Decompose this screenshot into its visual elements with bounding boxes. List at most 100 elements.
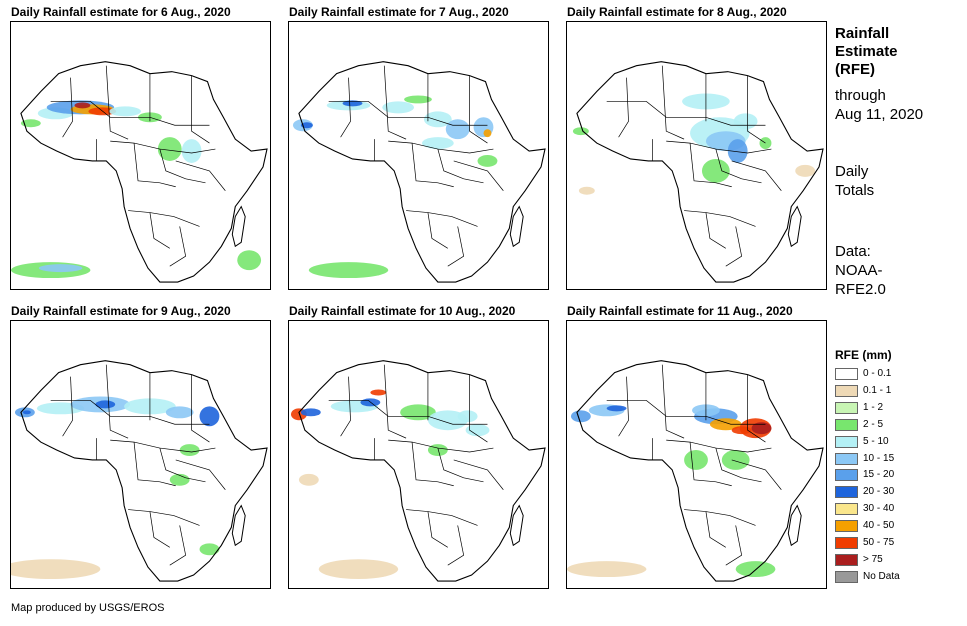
country-border bbox=[169, 226, 187, 267]
legend-title: RFE (mm) bbox=[835, 348, 892, 362]
rainfall-area bbox=[169, 473, 190, 486]
rainfall-area bbox=[342, 100, 363, 107]
rainfall-area bbox=[735, 561, 776, 578]
legend-label: > 75 bbox=[863, 553, 883, 565]
rainfall-area bbox=[179, 444, 200, 456]
country-border bbox=[725, 226, 743, 267]
legend-label: 50 - 75 bbox=[863, 537, 895, 548]
rainfall-area bbox=[570, 410, 591, 423]
country-border bbox=[50, 400, 210, 425]
africa-coastline bbox=[576, 360, 824, 582]
rainfall-area bbox=[709, 418, 742, 431]
rainfall-area bbox=[445, 119, 470, 140]
rainfall-area bbox=[421, 137, 454, 150]
data-source-line3: RFE2.0 bbox=[835, 281, 886, 298]
rainfall-area bbox=[199, 406, 220, 427]
rainfall-area bbox=[199, 543, 220, 556]
country-border bbox=[666, 439, 772, 453]
through-value: Aug 11, 2020 bbox=[835, 106, 924, 123]
country-border bbox=[689, 143, 732, 188]
rainfall-area bbox=[38, 264, 83, 273]
rainfall-area bbox=[721, 450, 750, 470]
legend-swatch bbox=[835, 401, 858, 414]
country-border bbox=[715, 447, 762, 483]
rainfall-area bbox=[457, 410, 478, 423]
rainfall-area bbox=[157, 137, 182, 161]
rainfall-map-aug6 bbox=[10, 21, 271, 290]
data-source-line2: NOAA- bbox=[835, 262, 883, 279]
madagascar-outline bbox=[509, 205, 524, 248]
country-border bbox=[606, 400, 766, 425]
through-date: through Aug 11, 2020 bbox=[835, 86, 923, 124]
country-border bbox=[731, 160, 782, 191]
madagascar-outline bbox=[231, 504, 246, 547]
rainfall-area bbox=[751, 422, 772, 435]
africa-coastline bbox=[20, 360, 268, 582]
legend-swatch bbox=[835, 435, 858, 448]
rainfall-area bbox=[11, 559, 101, 580]
country-border bbox=[684, 509, 756, 526]
legend-swatch bbox=[835, 486, 858, 499]
rainfall-area bbox=[20, 119, 41, 128]
legend-swatch bbox=[835, 384, 858, 397]
country-border bbox=[159, 148, 206, 184]
country-border bbox=[715, 148, 762, 184]
legend-swatch bbox=[835, 452, 858, 465]
rfe-title: Rainfall Estimate (RFE) bbox=[835, 25, 898, 79]
country-border bbox=[747, 374, 766, 443]
legend-swatch bbox=[835, 520, 858, 533]
country-border bbox=[110, 439, 216, 453]
panel-title-aug11: Daily Rainfall estimate for 11 Aug., 202… bbox=[567, 304, 793, 318]
rainfall-area bbox=[427, 444, 448, 456]
legend-label: 0.1 - 1 bbox=[863, 384, 892, 396]
country-border bbox=[133, 143, 176, 188]
rainfall-area bbox=[477, 155, 498, 167]
country-border bbox=[328, 400, 488, 425]
rainfall-area bbox=[165, 406, 194, 419]
rainfall-area bbox=[427, 410, 468, 431]
rfe-title-line2: Estimate bbox=[835, 43, 898, 60]
rainfall-area bbox=[237, 250, 262, 271]
country-border bbox=[618, 77, 629, 138]
rainfall-area bbox=[795, 164, 816, 177]
rainfall-area bbox=[181, 139, 202, 163]
country-border bbox=[406, 210, 478, 227]
africa-coastline bbox=[20, 61, 268, 283]
country-border bbox=[175, 160, 226, 191]
rfe-title-line3: (RFE) bbox=[835, 61, 875, 78]
country-border bbox=[469, 75, 488, 144]
country-border bbox=[705, 212, 726, 249]
country-border bbox=[661, 65, 685, 140]
rainfall-area bbox=[727, 139, 748, 163]
country-border bbox=[731, 459, 782, 490]
country-border bbox=[427, 212, 448, 249]
rainfall-area bbox=[684, 450, 708, 470]
rfe-title-line1: Rainfall bbox=[835, 25, 890, 42]
panel-title-aug7: Daily Rainfall estimate for 7 Aug., 2020 bbox=[289, 5, 509, 19]
country-border bbox=[705, 511, 726, 548]
country-border bbox=[427, 511, 448, 548]
rainfall-area bbox=[404, 95, 432, 104]
country-border bbox=[661, 364, 685, 439]
legend-swatch bbox=[835, 368, 858, 380]
legend-label: 40 - 50 bbox=[863, 520, 895, 532]
country-border bbox=[689, 442, 732, 487]
country-border bbox=[105, 65, 129, 140]
rainfall-map-aug10 bbox=[288, 320, 549, 589]
data-source: Data: NOAA- RFE2.0 bbox=[835, 242, 886, 299]
country-border bbox=[447, 226, 465, 267]
daily-totals-note: Daily Totals bbox=[835, 162, 874, 200]
rainfall-area bbox=[22, 410, 31, 415]
country-border bbox=[191, 374, 210, 443]
rainfall-area bbox=[483, 129, 492, 138]
daily-totals-line2: Totals bbox=[835, 182, 875, 199]
madagascar-outline bbox=[787, 205, 802, 248]
rainfall-area bbox=[578, 186, 595, 195]
country-border bbox=[340, 376, 351, 437]
panel-title-aug9: Daily Rainfall estimate for 9 Aug., 2020 bbox=[11, 304, 231, 318]
legend-label: 2 - 5 bbox=[863, 418, 884, 430]
country-border bbox=[62, 77, 73, 138]
panel-title-aug8: Daily Rainfall estimate for 8 Aug., 2020 bbox=[567, 5, 787, 19]
legend-swatch bbox=[835, 418, 858, 431]
country-border bbox=[128, 210, 200, 227]
